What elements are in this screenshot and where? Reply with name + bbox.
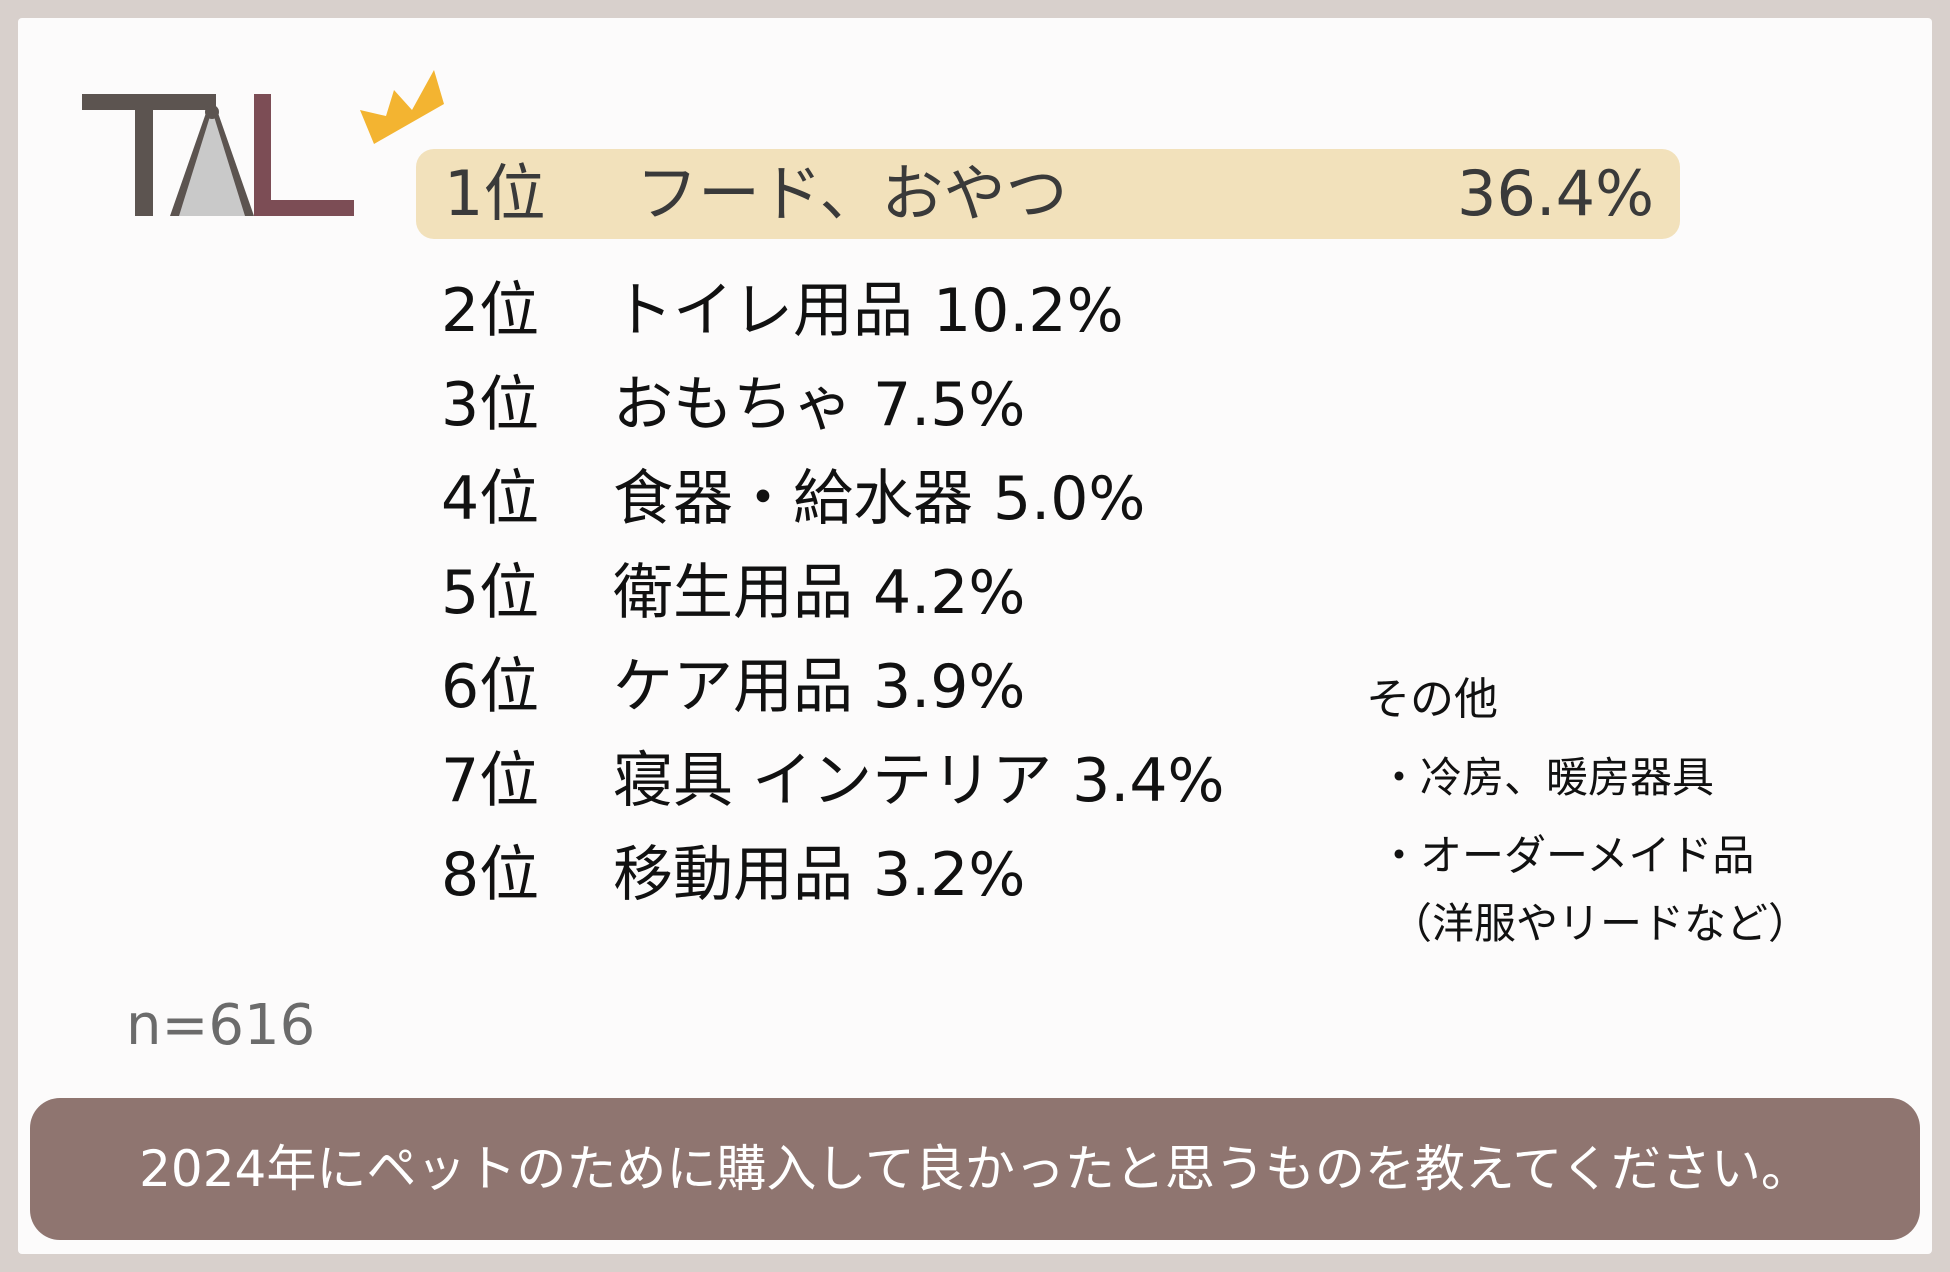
rank-label: 4位	[441, 464, 540, 534]
rank-item-name: 食器・給水器	[613, 464, 973, 534]
others-title: その他	[1366, 674, 1498, 725]
rank-label: 7位	[441, 746, 540, 816]
rank-row: 6位 ケア用品 3.9%	[441, 649, 1225, 743]
others-item: ・オーダーメイド品	[1378, 831, 1755, 880]
rank-row: 3位 おもちゃ 7.5%	[441, 367, 1225, 461]
others-item: ・冷房、暖房器具	[1378, 753, 1715, 802]
rank-item-value: 3.9%	[873, 652, 1026, 722]
rank-item-value: 3.4%	[1072, 746, 1225, 816]
ranking-list: 2位 トイレ用品 10.2% 3位 おもちゃ 7.5% 4位 食器・給水器 5.…	[441, 273, 1225, 931]
rank-item-name: ケア用品	[613, 652, 853, 722]
rank-label: 1位	[444, 157, 546, 230]
rank-item-value: 10.2%	[933, 276, 1124, 346]
rank-label: 6位	[441, 652, 540, 722]
question-banner: 2024年にペットのために購入して良かったと思うものを教えてください。	[30, 1098, 1920, 1240]
rank-row: 4位 食器・給水器 5.0%	[441, 461, 1225, 555]
rank-item-value: 4.2%	[873, 558, 1026, 628]
rank-item-value: 3.2%	[873, 840, 1026, 910]
rank-item-value: 5.0%	[993, 464, 1146, 534]
rank-item-value: 7.5%	[873, 370, 1026, 440]
slide-card: 1位 フード、おやつ 36.4% 2位 トイレ用品 10.2% 3位 おもちゃ …	[18, 18, 1932, 1254]
others-note: （洋服やリードなど）	[1390, 899, 1811, 948]
rank-1-highlight: 1位 フード、おやつ 36.4%	[416, 149, 1680, 239]
rank-row: 2位 トイレ用品 10.2%	[441, 273, 1225, 367]
logo	[80, 70, 460, 230]
rank-row: 7位 寝具 インテリア 3.4%	[441, 743, 1225, 837]
logo-mark	[82, 94, 354, 216]
rank-label: 3位	[441, 370, 540, 440]
rank-item-name: おもちゃ	[613, 370, 853, 440]
rank-item-value: 36.4%	[1457, 157, 1654, 230]
question-text: 2024年にペットのために購入して良かったと思うものを教えてください。	[139, 1140, 1811, 1198]
rank-label: 5位	[441, 558, 540, 628]
rank-label: 2位	[441, 276, 540, 346]
rank-item-name: トイレ用品	[613, 276, 913, 346]
sample-size: n=616	[126, 993, 316, 1058]
others-section: その他 ・冷房、暖房器具 ・オーダーメイド品 （洋服やリードなど）	[1366, 672, 1810, 952]
rank-item-name: 移動用品	[613, 840, 853, 910]
rank-row: 8位 移動用品 3.2%	[441, 837, 1225, 931]
rank-label: 8位	[441, 840, 540, 910]
rank-item-name: 寝具 インテリア	[613, 746, 1053, 816]
rank-row: 5位 衛生用品 4.2%	[441, 555, 1225, 649]
crown-icon	[360, 70, 444, 144]
rank-item-name: 衛生用品	[613, 558, 853, 628]
rank-item-name: フード、おやつ	[636, 157, 1068, 230]
